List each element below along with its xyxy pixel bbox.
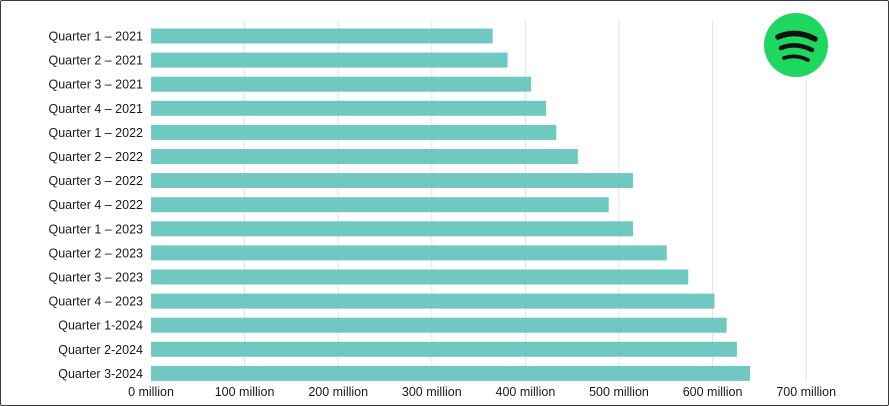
- category-label: Quarter 1 – 2023: [48, 222, 143, 236]
- bar: [151, 365, 751, 381]
- category-label: Quarter 4 – 2023: [48, 295, 143, 309]
- category-label: Quarter 2 – 2023: [48, 246, 143, 260]
- category-label: Quarter 3-2024: [58, 367, 143, 381]
- category-label: Quarter 4 – 2022: [48, 198, 143, 212]
- category-label: Quarter 3 – 2023: [48, 271, 143, 285]
- x-axis-ticks: 0 million 100 million 200 million 300 milli…: [128, 385, 836, 399]
- bar: [151, 245, 667, 261]
- bar: [151, 197, 609, 213]
- category-label: Quarter 3 – 2022: [48, 174, 143, 188]
- x-tick-label: 700 million: [776, 385, 836, 399]
- x-tick-label: 600 million: [683, 385, 743, 399]
- bar: [151, 76, 532, 92]
- category-label: Quarter 4 – 2021: [48, 102, 143, 116]
- bar: [151, 124, 557, 140]
- category-label: Quarter 2-2024: [58, 343, 143, 357]
- bar: [151, 221, 634, 237]
- category-label: Quarter 2 – 2022: [48, 150, 143, 164]
- spotify-logo-icon: [764, 13, 828, 77]
- x-tick-label: 400 million: [496, 385, 556, 399]
- category-label: Quarter 1 – 2022: [48, 126, 143, 140]
- bars: [151, 28, 751, 381]
- bar: [151, 173, 634, 189]
- bar: [151, 317, 727, 333]
- bar: [151, 52, 508, 68]
- bar: [151, 149, 578, 164]
- category-label: Quarter 1-2024: [58, 319, 143, 333]
- bar: [151, 293, 715, 309]
- bar: [151, 100, 546, 116]
- bar: [151, 269, 689, 285]
- category-label: Quarter 2 – 2021: [48, 54, 143, 68]
- category-label: Quarter 3 – 2021: [48, 78, 143, 92]
- x-tick-label: 500 million: [589, 385, 649, 399]
- x-tick-label: 300 million: [402, 385, 462, 399]
- x-tick-label: 100 million: [215, 385, 275, 399]
- category-labels: Quarter 1 – 2021 Quarter 2 – 2021 Quarter …: [48, 30, 143, 381]
- x-tick-label: 0 million: [128, 385, 174, 399]
- bar: [151, 28, 493, 44]
- bar: [151, 341, 737, 357]
- category-label: Quarter 1 – 2021: [48, 30, 143, 44]
- x-tick-label: 200 million: [308, 385, 368, 399]
